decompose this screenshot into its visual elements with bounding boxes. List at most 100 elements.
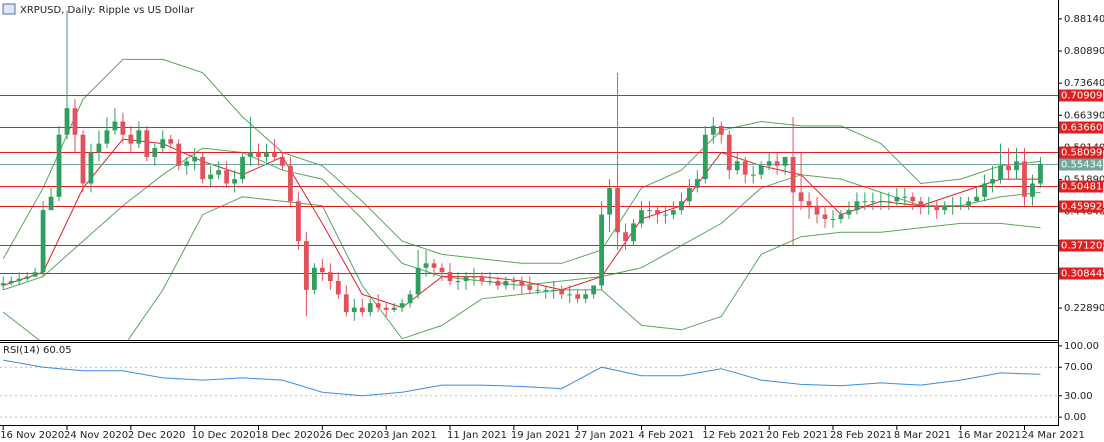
- candle-body: [1030, 183, 1035, 197]
- x-tick-label: 11 Jan 2021: [447, 430, 507, 441]
- candle-body: [966, 201, 972, 206]
- candle-body: [272, 152, 277, 157]
- y-tick-label: 0.88140: [1064, 14, 1104, 25]
- level-label-bg: [1059, 89, 1103, 102]
- candle-body: [583, 294, 589, 299]
- candle-body: [806, 201, 812, 206]
- x-tick-label: 3 Jan 2021: [383, 430, 437, 441]
- candle-body: [327, 272, 333, 282]
- candle-body: [790, 156, 796, 193]
- chart-title: XRPUSD, Daily: Ripple vs US Dollar: [20, 5, 195, 16]
- level-label: 0.30844: [1061, 269, 1102, 280]
- candle-body: [686, 187, 692, 202]
- candle-body: [216, 170, 222, 175]
- level-label: 0.70909: [1061, 91, 1102, 102]
- y-tick-label: 70.00: [1064, 362, 1093, 373]
- candle-body: [463, 276, 469, 282]
- candle-body: [742, 161, 748, 175]
- candle-body: [471, 276, 477, 278]
- candle-body: [830, 218, 836, 220]
- level-label-bg: [1059, 121, 1103, 134]
- x-tick-label: 24 Nov 2020: [64, 430, 128, 441]
- indicator-line: [2, 58, 1041, 264]
- candle-body: [479, 276, 485, 282]
- level-label: 0.37120: [1061, 241, 1102, 252]
- candle-body: [663, 214, 668, 216]
- candle-body: [351, 307, 357, 313]
- level-label: 0.58099: [1061, 148, 1102, 159]
- price-panel: [0, 10, 1058, 340]
- candle-body: [0, 283, 6, 286]
- y-tick-label: 0.66390: [1064, 110, 1104, 121]
- candle-body: [623, 232, 628, 242]
- candle-body: [734, 161, 740, 171]
- candle-body: [942, 205, 948, 211]
- candle-body: [104, 130, 110, 144]
- candle-body: [96, 143, 102, 153]
- candle-body: [982, 183, 987, 197]
- candle-body: [599, 214, 605, 286]
- candle-body: [64, 108, 70, 135]
- candle-body: [367, 303, 373, 313]
- candle-body: [543, 289, 549, 291]
- candle-body: [503, 281, 509, 286]
- candle-body: [16, 278, 22, 282]
- candle-body: [862, 201, 868, 203]
- candle-body: [152, 148, 158, 157]
- y-tick-label: 0.80890: [1064, 46, 1104, 57]
- candle-body: [710, 125, 716, 135]
- candle-body: [487, 281, 493, 283]
- candle-body: [1038, 163, 1043, 184]
- candle-body: [679, 201, 684, 211]
- candle-body: [8, 281, 14, 284]
- candle-body: [575, 294, 581, 299]
- candle-body: [998, 165, 1003, 180]
- x-tick-label: 28 Feb 2021: [830, 430, 892, 441]
- candle-body: [1022, 161, 1027, 197]
- candle-body: [200, 156, 206, 180]
- candle-body: [144, 130, 150, 157]
- candle-body: [878, 201, 884, 203]
- axes: [0, 0, 1059, 426]
- x-tick-label: 8 Mar 2021: [894, 430, 951, 441]
- candle-body: [112, 121, 118, 131]
- candle-body: [455, 281, 461, 283]
- x-tick-label: 10 Dec 2020: [192, 430, 256, 441]
- candle-body: [535, 289, 541, 291]
- candle-body: [495, 281, 501, 286]
- candle-body: [208, 174, 214, 180]
- candle-body: [24, 276, 30, 279]
- candle-body: [184, 161, 190, 166]
- candle-body: [511, 281, 517, 283]
- x-tick-label: 12 Feb 2021: [702, 430, 764, 441]
- candle-body: [168, 139, 174, 144]
- candle-body: [822, 214, 828, 219]
- candle-body: [559, 289, 565, 295]
- candle-body: [974, 196, 980, 202]
- candle-body: [296, 201, 301, 242]
- candle-body: [886, 201, 892, 203]
- candle-body: [423, 263, 429, 268]
- candle-body: [319, 267, 325, 273]
- candle-body: [854, 201, 860, 211]
- candle-body: [718, 125, 724, 135]
- candle-body: [726, 134, 732, 171]
- y-tick-label: 0.73640: [1064, 78, 1104, 89]
- candle-body: [1006, 165, 1011, 171]
- candle-body: [431, 263, 437, 268]
- candle-body: [918, 201, 924, 206]
- candle-body: [950, 205, 956, 207]
- candle-body: [647, 210, 652, 212]
- candle-body: [519, 281, 525, 286]
- candle-body: [128, 134, 134, 144]
- level-label: 0.63660: [1061, 123, 1102, 134]
- y-tick-label: 0.00: [1064, 412, 1086, 423]
- candle-body: [870, 201, 876, 203]
- y-tick-label: 30.00: [1064, 391, 1093, 402]
- candle-body: [671, 210, 676, 215]
- candle-body: [846, 210, 852, 215]
- level-label-bg: [1059, 267, 1103, 280]
- candle-body: [280, 156, 285, 166]
- candle-body: [256, 152, 261, 157]
